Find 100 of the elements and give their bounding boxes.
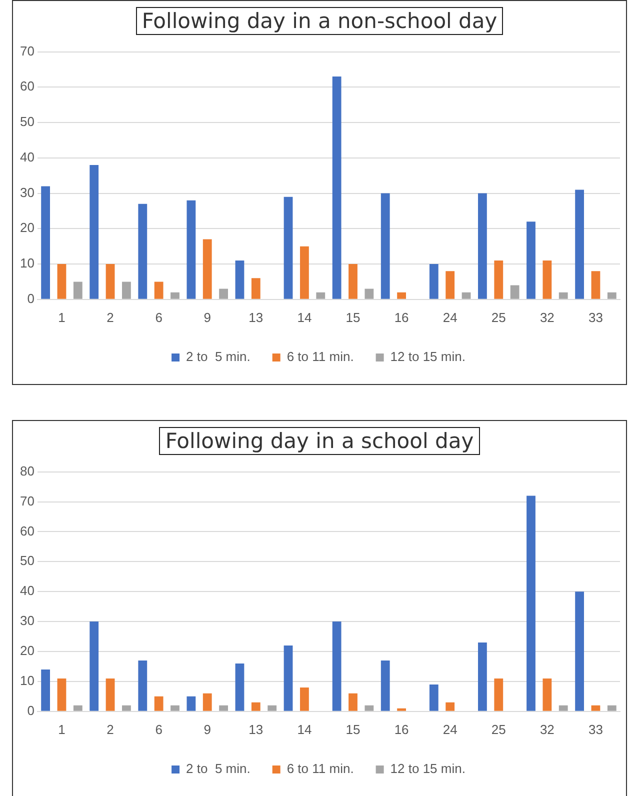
bar <box>251 278 260 299</box>
bar <box>73 705 82 711</box>
bar <box>348 264 358 299</box>
bar <box>284 646 293 711</box>
x-tick-label: 15 <box>346 722 360 737</box>
bar <box>170 705 180 711</box>
bar <box>591 271 600 299</box>
y-tick-label: 40 <box>20 583 34 598</box>
x-tick-label: 32 <box>540 310 554 325</box>
y-tick-label: 40 <box>20 149 34 164</box>
y-tick-label: 0 <box>27 702 34 718</box>
bar <box>122 705 131 711</box>
bar <box>575 190 584 299</box>
bar <box>575 592 584 711</box>
bar <box>429 264 438 299</box>
bar <box>364 705 374 711</box>
bar <box>380 660 390 711</box>
bar <box>591 705 600 711</box>
chart-title: Following day in a non-school day <box>136 7 504 35</box>
x-tick-label: 25 <box>491 722 506 737</box>
bar <box>170 292 180 299</box>
bar <box>300 246 309 299</box>
bar <box>526 222 536 299</box>
bar <box>607 705 616 711</box>
bar <box>316 292 326 299</box>
x-tick-label: 33 <box>588 310 603 325</box>
bar <box>41 186 50 299</box>
bar <box>73 282 82 299</box>
y-tick-label: 50 <box>20 553 34 568</box>
x-tick-label: 9 <box>204 722 211 737</box>
y-tick-label: 20 <box>20 643 34 658</box>
y-tick-label: 60 <box>20 78 34 94</box>
y-tick-label: 10 <box>20 256 34 271</box>
bar <box>332 76 342 299</box>
x-tick-label: 32 <box>540 722 554 737</box>
x-tick-label: 2 <box>106 310 114 325</box>
bar <box>300 687 309 711</box>
bar <box>186 696 196 711</box>
bar <box>57 264 66 299</box>
chart-title: Following day in a school day <box>159 427 480 455</box>
bar <box>138 204 148 299</box>
bar <box>154 282 164 299</box>
bar <box>235 260 244 299</box>
bar <box>397 292 406 299</box>
y-tick-label: 30 <box>20 613 34 628</box>
x-tick-label: 13 <box>248 310 264 325</box>
bar <box>446 271 455 299</box>
bar <box>429 684 438 711</box>
x-tick-label: 6 <box>155 722 162 737</box>
bar <box>57 678 66 711</box>
y-tick-label: 0 <box>27 290 34 306</box>
bar <box>478 193 487 299</box>
bar <box>526 496 536 711</box>
bar <box>219 705 228 711</box>
bar <box>380 193 390 299</box>
x-tick-label: 6 <box>155 310 162 325</box>
bar <box>558 292 568 299</box>
bar <box>202 239 212 299</box>
y-tick-label: 60 <box>20 523 34 538</box>
x-tick-label: 9 <box>204 310 211 325</box>
bar <box>558 705 568 711</box>
bar <box>397 708 406 711</box>
bar <box>542 678 552 711</box>
bar <box>251 702 260 711</box>
bar <box>607 292 616 299</box>
bar <box>219 288 228 299</box>
legend-label: 6 to 11 min. <box>286 761 354 776</box>
legend-label: 12 to 15 min. <box>390 761 466 776</box>
legend-label: 12 to 15 min. <box>390 349 466 364</box>
bar <box>494 260 504 299</box>
x-tick-label: 16 <box>394 310 409 325</box>
bar <box>90 164 99 299</box>
bar <box>364 288 374 299</box>
x-tick-label: 24 <box>442 722 458 737</box>
legend-label: 2 to 5 min. <box>186 349 250 364</box>
bar <box>235 663 244 711</box>
x-tick-label: 14 <box>297 310 312 325</box>
x-tick-label: 16 <box>394 722 409 737</box>
x-tick-label: 15 <box>346 310 360 325</box>
bar <box>268 705 277 711</box>
bar <box>446 702 455 711</box>
x-tick-label: 33 <box>588 722 603 737</box>
x-tick-label: 13 <box>248 722 264 737</box>
bar <box>122 282 131 299</box>
bar <box>106 264 115 299</box>
bar <box>510 285 520 299</box>
bar <box>284 196 293 299</box>
y-tick-label: 70 <box>20 43 34 58</box>
bar <box>462 292 471 299</box>
bar <box>41 669 50 711</box>
bar <box>332 622 342 711</box>
bar <box>90 622 99 711</box>
x-tick-label: 24 <box>442 310 458 325</box>
y-tick-label: 30 <box>20 184 34 200</box>
bar <box>106 678 115 711</box>
x-tick-label: 1 <box>58 310 66 325</box>
x-tick-label: 1 <box>58 722 66 737</box>
bar <box>138 660 148 711</box>
y-tick-label: 20 <box>20 220 34 236</box>
x-tick-label: 25 <box>491 310 506 325</box>
